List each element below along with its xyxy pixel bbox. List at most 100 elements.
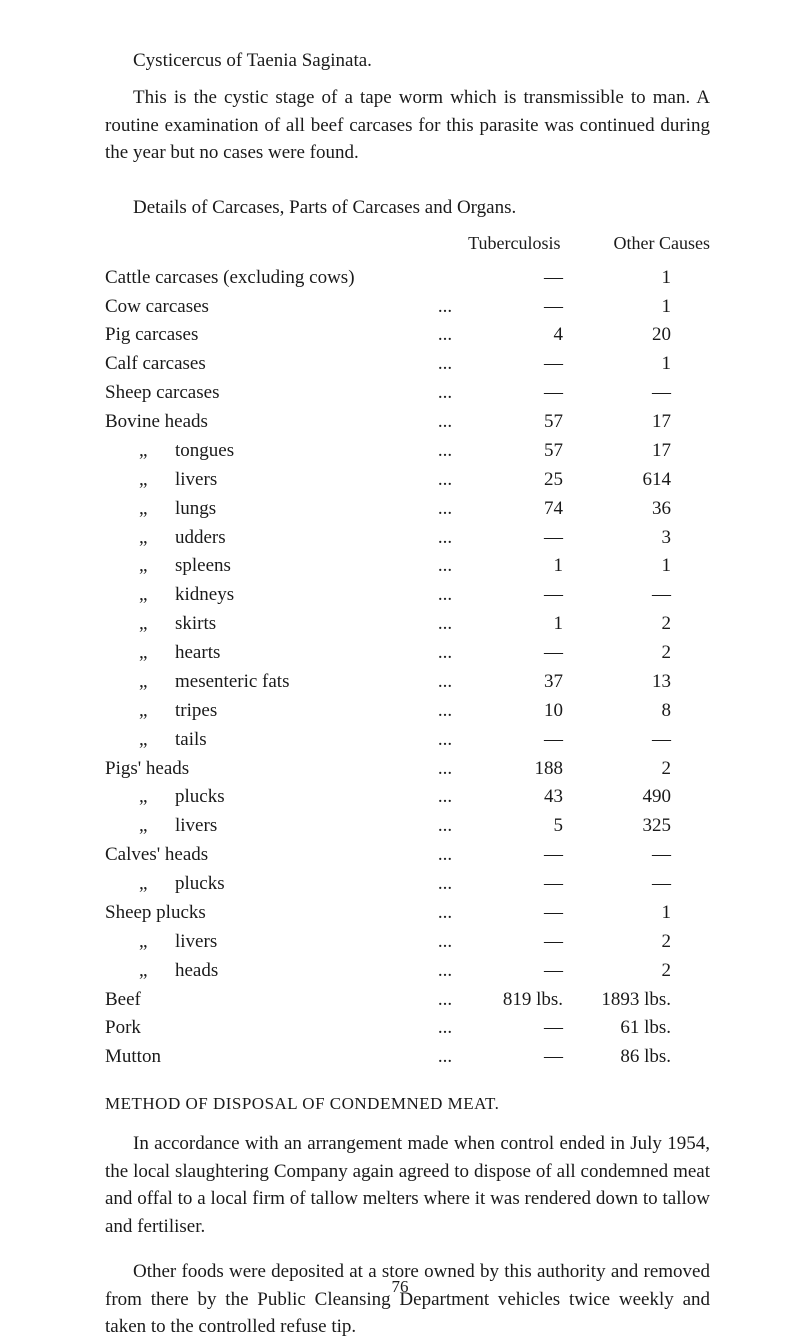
row-label: „skirts — [105, 610, 415, 639]
row-label: „kidneys — [105, 581, 415, 610]
row-dots: ... — [415, 321, 475, 350]
row-oc-value: 86 lbs. — [563, 1043, 683, 1072]
table-row: Calf carcases...—1 — [105, 350, 710, 379]
ditto-mark: „ — [139, 957, 175, 986]
row-label-text: plucks — [175, 783, 415, 812]
row-dots: ... — [415, 986, 475, 1015]
row-label-text: tripes — [175, 697, 415, 726]
row-tb-value: 1 — [475, 552, 563, 581]
table-row: „heads...—2 — [105, 957, 710, 986]
ditto-mark: „ — [139, 928, 175, 957]
row-label: „tails — [105, 726, 415, 755]
table-row: „plucks...—— — [105, 870, 710, 899]
row-tb-value: — — [475, 928, 563, 957]
row-oc-value: 1893 lbs. — [563, 986, 683, 1015]
row-oc-value: 2 — [563, 928, 683, 957]
row-label-text: Bovine heads — [105, 408, 415, 437]
ditto-mark: „ — [139, 466, 175, 495]
table-row: „spleens...11 — [105, 552, 710, 581]
row-tb-value: 57 — [475, 408, 563, 437]
row-oc-value: 2 — [563, 610, 683, 639]
row-oc-value: — — [563, 870, 683, 899]
row-oc-value: 1 — [563, 899, 683, 928]
table-row: „tails...—— — [105, 726, 710, 755]
row-dots: ... — [415, 928, 475, 957]
row-oc-value: — — [563, 581, 683, 610]
row-label-text: udders — [175, 524, 415, 553]
table-row: „livers...—2 — [105, 928, 710, 957]
row-tb-value: — — [475, 264, 563, 293]
ditto-mark: „ — [139, 437, 175, 466]
row-oc-value: 13 — [563, 668, 683, 697]
row-label: „plucks — [105, 870, 415, 899]
row-label: „spleens — [105, 552, 415, 581]
row-label: Cow carcases — [105, 293, 415, 322]
row-dots: ... — [415, 812, 475, 841]
ditto-mark: „ — [139, 495, 175, 524]
row-label: Calves' heads — [105, 841, 415, 870]
row-oc-value: — — [563, 379, 683, 408]
row-tb-value: 25 — [475, 466, 563, 495]
row-oc-value: 1 — [563, 552, 683, 581]
table-row: Pork...—61 lbs. — [105, 1014, 710, 1043]
table-row: „livers...5325 — [105, 812, 710, 841]
row-tb-value: 74 — [475, 495, 563, 524]
row-oc-value: 17 — [563, 408, 683, 437]
table-row: Bovine heads...5717 — [105, 408, 710, 437]
row-dots: ... — [415, 726, 475, 755]
row-oc-value: 61 lbs. — [563, 1014, 683, 1043]
col-tuberculosis: Tuberculosis — [439, 233, 561, 254]
row-tb-value: — — [475, 726, 563, 755]
table-heading: Details of Carcases, Parts of Carcases a… — [105, 197, 710, 219]
table-column-headers: Tuberculosis Other Causes — [105, 233, 710, 254]
row-tb-value: — — [475, 639, 563, 668]
table-row: „kidneys...—— — [105, 581, 710, 610]
row-oc-value: 2 — [563, 957, 683, 986]
row-dots: ... — [415, 841, 475, 870]
row-label-text: Mutton — [105, 1043, 415, 1072]
row-tb-value: 37 — [475, 668, 563, 697]
row-tb-value: 43 — [475, 783, 563, 812]
row-dots: ... — [415, 495, 475, 524]
row-dots: ... — [415, 408, 475, 437]
row-dots: ... — [415, 524, 475, 553]
row-label: Sheep plucks — [105, 899, 415, 928]
row-dots: ... — [415, 581, 475, 610]
ditto-mark: „ — [139, 783, 175, 812]
row-label: Pork — [105, 1014, 415, 1043]
row-dots: ... — [415, 1043, 475, 1072]
row-label-text: skirts — [175, 610, 415, 639]
row-oc-value: 2 — [563, 639, 683, 668]
row-dots: ... — [415, 610, 475, 639]
row-label-text: Beef — [105, 986, 415, 1015]
row-dots: ... — [415, 755, 475, 784]
row-oc-value: 20 — [563, 321, 683, 350]
row-oc-value: 325 — [563, 812, 683, 841]
table-row: „mesenteric fats...3713 — [105, 668, 710, 697]
section-title: Cysticercus of Taenia Saginata. — [105, 50, 710, 72]
row-label: „heads — [105, 957, 415, 986]
row-dots: ... — [415, 293, 475, 322]
ditto-mark: „ — [139, 639, 175, 668]
row-label: Beef — [105, 986, 415, 1015]
row-dots: ... — [415, 1014, 475, 1043]
row-label: „livers — [105, 928, 415, 957]
ditto-mark: „ — [139, 610, 175, 639]
table-row: Beef...819 lbs.1893 lbs. — [105, 986, 710, 1015]
row-label: „mesenteric fats — [105, 668, 415, 697]
row-dots: ... — [415, 350, 475, 379]
row-label-text: Cow carcases — [105, 293, 415, 322]
row-label-text: Pig carcases — [105, 321, 415, 350]
row-label-text: Pork — [105, 1014, 415, 1043]
row-label: Calf carcases — [105, 350, 415, 379]
row-oc-value: 490 — [563, 783, 683, 812]
table-row: „plucks...43490 — [105, 783, 710, 812]
row-label-text: Cattle carcases (excluding cows) — [105, 264, 415, 293]
row-dots: ... — [415, 870, 475, 899]
row-dots: ... — [415, 379, 475, 408]
row-oc-value: 8 — [563, 697, 683, 726]
row-label: Bovine heads — [105, 408, 415, 437]
row-label: Sheep carcases — [105, 379, 415, 408]
row-oc-value: 1 — [563, 264, 683, 293]
row-dots: ... — [415, 466, 475, 495]
